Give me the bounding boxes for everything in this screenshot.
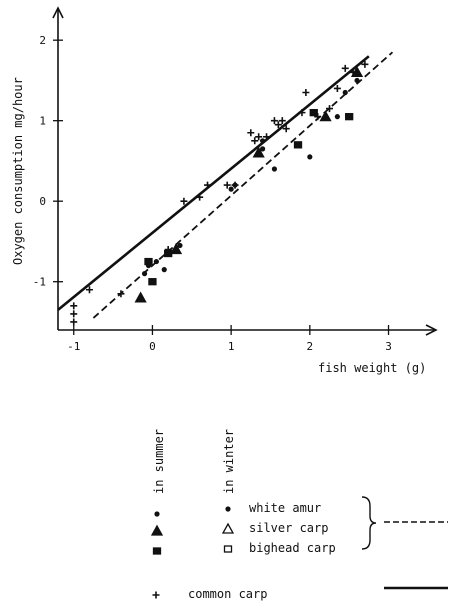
- x-tick-label: 0: [149, 340, 156, 353]
- y-tick-label: 0: [39, 195, 46, 208]
- axes: [52, 6, 438, 336]
- legend-header-winter: in winter: [222, 429, 236, 494]
- data-point-plus: [326, 105, 333, 113]
- data-point-dot: [271, 166, 278, 172]
- data-point-plus: [274, 121, 282, 129]
- data-point-dot: [260, 146, 266, 152]
- data-point-triangle: [134, 291, 147, 303]
- legend-marks: [150, 506, 235, 599]
- data-point-plus: [164, 245, 172, 253]
- data-point-square: [309, 108, 318, 117]
- data-point-plus: [196, 193, 204, 201]
- legend-label-common-carp: common carp: [188, 587, 267, 601]
- data-point-dot: [228, 186, 234, 192]
- data-point-plus: [223, 181, 231, 189]
- data-point-dot: [153, 258, 159, 265]
- data-point-triangle: [169, 243, 183, 255]
- legend: in summer in winter white amur silver ca…: [150, 429, 448, 601]
- data-point-plus: [70, 310, 78, 318]
- legend-header-summer: in summer: [152, 429, 166, 494]
- y-tick-label: 2: [39, 34, 46, 47]
- y-tick-label: 1: [39, 115, 46, 128]
- legend-label-white-amur: white amur: [249, 501, 321, 515]
- data-point-plus: [298, 109, 306, 117]
- data-point-plus: [204, 181, 212, 189]
- data-point-plus: [302, 89, 310, 97]
- data-point-plus: [282, 125, 290, 133]
- data-point-square: [144, 257, 153, 266]
- data-point-triangle: [252, 146, 265, 158]
- data-point-square: [148, 278, 157, 286]
- tick-marks: -1 0 1 2 3 -1 0 1 2: [33, 34, 392, 353]
- data-point-plus: [361, 60, 369, 68]
- data-point-square: [345, 113, 354, 121]
- data-point-dot: [342, 89, 348, 96]
- legend-label-bighead-carp: bighead carp: [249, 541, 336, 555]
- legend-label-silver-carp: silver carp: [249, 521, 328, 535]
- data-point-plus: [117, 290, 125, 298]
- x-tick-label: 1: [228, 340, 235, 353]
- data-point-plus: [247, 129, 255, 137]
- data-point-plus: [278, 117, 286, 125]
- data-point-plus: [85, 286, 93, 294]
- x-tick-label: 3: [385, 340, 392, 353]
- data-point-dot: [354, 77, 360, 84]
- data-point-plus: [349, 68, 357, 76]
- legend-mark-white-amur-summer: [154, 511, 160, 517]
- data-point-dot: [161, 267, 167, 273]
- data-point-plus: [70, 318, 78, 326]
- data-point-dot: [260, 138, 266, 144]
- y-tick-label: -1: [33, 276, 46, 289]
- legend-mark-common-carp: [152, 591, 160, 599]
- x-axis-arrow: [425, 324, 438, 336]
- x-axis-label: fish weight (g): [318, 361, 426, 375]
- data-point-triangle: [319, 110, 332, 122]
- data-point-plus: [255, 133, 263, 141]
- data-point-dot: [177, 242, 183, 249]
- legend-mark-white-amur-winter: [225, 506, 231, 512]
- data-point-plus: [70, 302, 78, 310]
- data-point-dot: [141, 271, 148, 277]
- data-point-plus: [251, 137, 259, 145]
- data-point-plus: [180, 197, 188, 205]
- legend-mark-bighead-carp-winter: [223, 545, 233, 553]
- data-point-square: [293, 141, 303, 149]
- data-point-dot: [307, 154, 313, 160]
- data-points: [70, 60, 369, 326]
- fit-line-solid: [57, 55, 370, 311]
- x-tick-label: 2: [307, 340, 314, 353]
- legend-mark-bighead-carp-summer: [152, 547, 162, 555]
- data-point-plus: [341, 64, 349, 72]
- data-point-plus: [263, 133, 271, 141]
- x-tick-label: -1: [67, 340, 80, 353]
- legend-bracket: [361, 496, 377, 550]
- legend-mark-silver-carp-winter: [221, 522, 235, 534]
- y-axis-arrow: [52, 6, 64, 19]
- legend-mark-silver-carp-summer: [150, 524, 164, 536]
- y-axis-label: Oxygen consumption mg/hour: [11, 77, 25, 265]
- data-point-plus: [270, 117, 278, 125]
- data-point-plus: [314, 113, 322, 121]
- data-point-plus: [231, 181, 239, 189]
- data-point-dot: [334, 114, 340, 120]
- data-point-plus: [333, 84, 341, 92]
